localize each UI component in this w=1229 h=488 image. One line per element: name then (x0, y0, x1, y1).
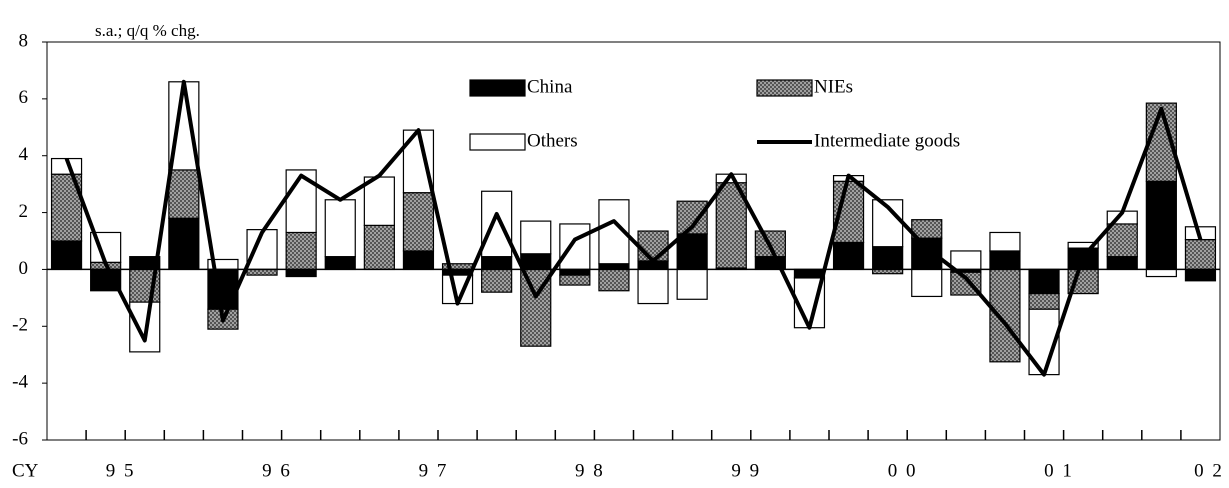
y-tick-label: 8 (19, 30, 29, 51)
legend-label: Others (527, 130, 578, 151)
bar-segment (1028, 268, 1060, 295)
bar-segment (832, 180, 865, 244)
bar-segment (363, 176, 395, 226)
bar-segment (324, 199, 356, 258)
x-tick-label: 9 8 (575, 460, 603, 481)
bar-segment (676, 233, 708, 271)
bar-segment (989, 231, 1021, 252)
bar-segment (168, 169, 200, 219)
y-tick-label: -2 (12, 315, 28, 336)
y-tick-label: 4 (19, 144, 29, 165)
bar-segment (50, 240, 83, 271)
bar-segment (637, 268, 669, 305)
y-tick-label: 0 (19, 258, 29, 279)
bar-segment (1028, 292, 1060, 310)
line-series (64, 79, 1203, 377)
y-tick-label: 2 (19, 201, 29, 222)
bar-segment (520, 220, 552, 255)
x-tick-label: 9 7 (419, 460, 447, 481)
bar-segment (950, 250, 982, 271)
x-axis-prefix: CY (12, 460, 39, 481)
x-tick-label: 0 0 (888, 460, 916, 481)
bar-segment (598, 263, 630, 271)
bar-segment (911, 237, 943, 271)
bar-segment (168, 217, 200, 271)
bar-segment (911, 219, 943, 239)
bar-segment (481, 268, 513, 293)
legend-swatch (756, 79, 813, 97)
x-tick-label: 9 6 (262, 460, 290, 481)
bar-segment (285, 231, 317, 271)
bar-segment (1106, 256, 1138, 271)
legend-swatch (469, 79, 526, 97)
bar-segment (989, 250, 1021, 271)
legend-label: Intermediate goods (814, 130, 960, 151)
bar-segment (559, 274, 591, 286)
bar-segment (637, 230, 669, 262)
bar-segment (402, 192, 435, 252)
bar-segment (559, 268, 591, 276)
y-tick-label: -4 (12, 372, 28, 393)
bar-segment (1184, 238, 1217, 271)
bar-segment (481, 190, 513, 258)
bar-segment (676, 268, 708, 300)
bar-segment (246, 268, 278, 276)
bar-segment (246, 229, 278, 271)
bar-segment (793, 268, 826, 279)
bar-segment (402, 250, 435, 271)
bar-segment (1184, 268, 1217, 282)
bar-segment (1106, 223, 1138, 258)
bar-segment (363, 224, 395, 271)
bar-segment (559, 223, 591, 271)
bar-segment (989, 268, 1021, 363)
legend-label: China (527, 76, 573, 97)
x-tick-label: 0 1 (1044, 460, 1072, 481)
bar-segment (207, 268, 239, 310)
bar-segment (441, 268, 474, 276)
bar-segment (285, 169, 317, 234)
bar-segment (832, 241, 865, 271)
x-tick-label: 0 2 (1194, 460, 1222, 481)
bar-segment (872, 246, 904, 271)
bar-segment (324, 256, 356, 271)
bar-segment (1145, 180, 1177, 271)
bar-segment (285, 268, 317, 278)
y-unit-label: s.a.; q/q % chg. (95, 21, 200, 40)
bar-segment (1145, 268, 1177, 278)
legend-label: NIEs (814, 76, 853, 97)
x-tick-label: 9 9 (731, 460, 759, 481)
legend-swatch (469, 133, 526, 151)
bar-segment (598, 268, 630, 292)
x-tick-label: 9 5 (106, 460, 134, 481)
y-tick-label: -6 (12, 428, 28, 449)
bar-segment (520, 253, 552, 271)
y-tick-label: 6 (19, 87, 29, 108)
bar-segment (1067, 241, 1099, 249)
bar-segment (911, 268, 943, 298)
bar-segment (129, 301, 161, 353)
bar-segment (715, 182, 747, 269)
bar-segment (481, 256, 513, 271)
